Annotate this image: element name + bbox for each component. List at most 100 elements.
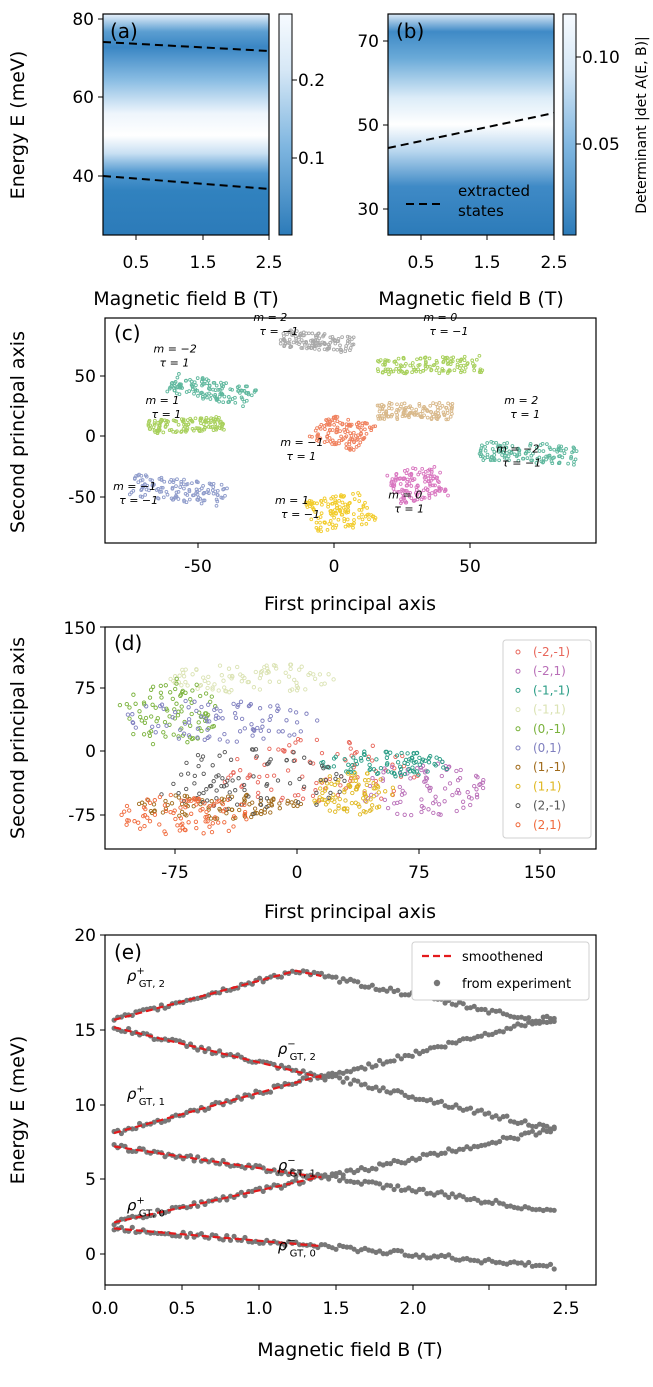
experiment-point: [489, 1200, 495, 1206]
series-point: [395, 800, 400, 806]
experiment-point: [446, 1252, 452, 1258]
cluster-point: [547, 453, 552, 458]
cluster-point: [334, 511, 338, 516]
cluster-point: [339, 493, 343, 497]
series-point: [216, 798, 222, 804]
series-point: [225, 778, 230, 783]
cluster-point: [431, 363, 436, 368]
experiment-point: [384, 988, 390, 994]
legend-marker: [515, 822, 521, 828]
series-point: [162, 719, 168, 725]
cluster-point: [347, 439, 352, 444]
series-point: [205, 798, 210, 803]
series-point: [283, 670, 288, 675]
series-point: [173, 793, 178, 798]
cluster-point: [398, 482, 403, 486]
series-point: [186, 705, 191, 710]
legend-entry: (1,-1): [533, 760, 566, 774]
experiment-point: [337, 1075, 343, 1081]
series-point: [265, 668, 271, 674]
cluster-label-tau: τ = −1: [281, 508, 320, 521]
series-point: [258, 798, 264, 803]
cluster-point: [404, 413, 408, 417]
series-point: [147, 695, 153, 700]
series-point: [300, 774, 305, 779]
experiment-point: [442, 1150, 448, 1156]
cluster-point: [200, 376, 205, 380]
series-point: [251, 727, 256, 733]
experiment-point: [129, 1224, 135, 1230]
series-point: [258, 728, 263, 733]
cluster-point: [172, 388, 177, 393]
cluster-point: [357, 493, 362, 498]
cluster-point: [287, 330, 292, 334]
cluster-point: [314, 525, 319, 530]
series-point: [275, 708, 280, 713]
series-point: [394, 753, 400, 758]
cluster-point: [415, 357, 419, 362]
panel-c-y-ticks: 50 0 -50: [68, 367, 105, 508]
series-point: [212, 682, 217, 687]
series-point: [124, 822, 129, 827]
cluster-point: [400, 491, 405, 496]
cluster-point: [340, 512, 345, 517]
cluster-point: [347, 523, 351, 528]
series-point: [320, 797, 325, 802]
series-point: [266, 728, 272, 733]
cluster-point: [300, 346, 305, 350]
series-point: [209, 694, 214, 699]
cluster-point: [215, 499, 220, 504]
cluster-point: [325, 439, 329, 444]
cluster-point: [420, 466, 425, 471]
series-point: [175, 713, 181, 718]
series-point: [205, 727, 210, 732]
experiment-point: [333, 1173, 339, 1179]
series-point: [419, 797, 424, 802]
series-point: [325, 764, 331, 770]
cluster-point: [415, 492, 419, 497]
series-point: [455, 778, 461, 783]
series-point: [426, 807, 431, 812]
cluster-point: [526, 449, 531, 454]
cluster-point: [228, 397, 233, 402]
cluster-point: [462, 369, 467, 374]
series-point: [238, 802, 244, 807]
series-point: [412, 770, 417, 775]
series-point: [267, 717, 272, 722]
cluster-point: [309, 517, 314, 522]
experiment-point: [340, 1175, 346, 1181]
series-point: [184, 760, 189, 766]
cluster-point: [294, 341, 299, 345]
series-point: [268, 757, 273, 762]
cluster-point: [498, 449, 503, 454]
cluster-point: [176, 490, 181, 494]
cluster-point: [185, 418, 190, 422]
series-point: [385, 752, 390, 757]
cluster-point: [351, 430, 356, 435]
cluster-point: [208, 397, 213, 401]
cluster-point: [161, 495, 166, 500]
cluster-point: [144, 487, 149, 492]
series-point: [176, 734, 181, 739]
series-point: [250, 733, 255, 738]
series-point: [127, 716, 132, 721]
series-point: [189, 811, 194, 816]
series-point: [195, 735, 200, 740]
legend-entry: (2,-1): [533, 799, 566, 813]
series-point: [331, 677, 336, 682]
series-point: [376, 804, 382, 809]
experiment-point: [380, 1185, 386, 1191]
cluster-point: [450, 401, 455, 406]
series-point: [310, 793, 316, 799]
series-point: [251, 811, 256, 817]
series-point: [276, 729, 281, 734]
legend-entry: (-2,1): [533, 664, 566, 678]
cluster-point: [417, 401, 422, 406]
panel-e-xtick: 0.5: [168, 1299, 195, 1319]
series-point: [312, 676, 318, 681]
experiment-point: [475, 1197, 481, 1203]
series-point: [319, 682, 324, 687]
series-point: [363, 794, 369, 799]
experiment-point: [449, 1191, 455, 1197]
series-point: [436, 812, 441, 817]
